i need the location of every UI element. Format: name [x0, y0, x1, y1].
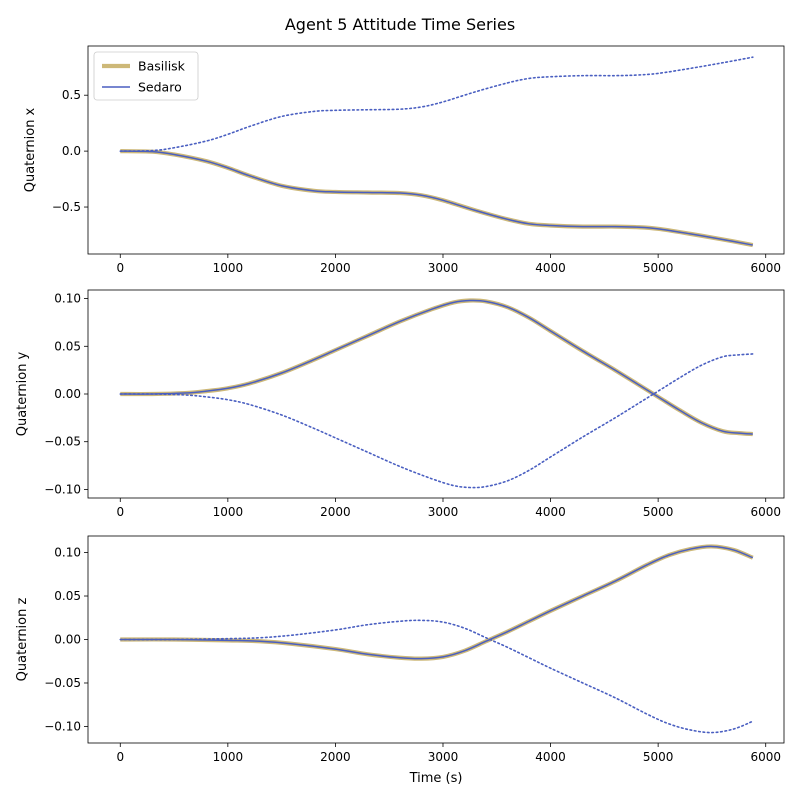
x-tick-label: 0 — [116, 750, 124, 764]
y-axis-label: Quaternion y — [15, 351, 30, 436]
series-group — [119, 544, 754, 734]
legend-label: Basilisk — [138, 59, 186, 74]
y-tick-label: 0.05 — [54, 589, 81, 603]
y-tick-label: 0.00 — [54, 633, 81, 647]
series-line-dotted — [119, 56, 754, 152]
x-tick-label: 3000 — [428, 750, 459, 764]
series-line-dotted — [119, 619, 754, 734]
legend-label: Sedaro — [138, 80, 182, 95]
series-line-sedaro — [120, 299, 753, 435]
y-tick-label: −0.05 — [44, 435, 81, 449]
y-tick-label: −0.10 — [44, 719, 81, 733]
x-tick-label: 4000 — [535, 505, 566, 519]
series-group — [119, 298, 754, 489]
series-line-sedaro — [120, 150, 753, 246]
y-tick-label: 0.10 — [54, 546, 81, 560]
x-tick-label: 6000 — [750, 505, 781, 519]
x-tick-label: 2000 — [320, 261, 351, 275]
axes-frame — [87, 45, 785, 255]
series-line-basilisk — [120, 298, 753, 437]
x-tick-label: 4000 — [535, 261, 566, 275]
x-tick-label: 1000 — [213, 505, 244, 519]
x-tick-label: 2000 — [320, 750, 351, 764]
x-tick-label: 5000 — [643, 261, 674, 275]
series-line-sedaro — [120, 545, 754, 660]
y-tick-label: 0.5 — [62, 88, 81, 102]
x-tick-label: 3000 — [428, 261, 459, 275]
x-tick-label: 0 — [116, 261, 124, 275]
x-tick-label: 6000 — [750, 261, 781, 275]
x-tick-label: 4000 — [535, 750, 566, 764]
series-line-dotted — [119, 353, 754, 489]
chart-title: Agent 5 Attitude Time Series — [285, 15, 515, 34]
x-tick-label: 6000 — [750, 750, 781, 764]
y-tick-label: 0.00 — [54, 387, 81, 401]
x-tick-label: 5000 — [643, 505, 674, 519]
subplot-3: 0 1000 2000 3000 4000 5000 6000 −0.10 −0.05 0.00 0… — [15, 535, 785, 786]
series-line-basilisk — [120, 544, 754, 661]
legend: Basilisk Sedaro — [93, 51, 199, 101]
y-tick-label: 0.05 — [54, 339, 81, 353]
x-tick-label: 5000 — [643, 750, 674, 764]
x-axis-label: Time (s) — [409, 771, 463, 786]
series-group — [119, 56, 754, 248]
y-tick-label: 0.10 — [54, 292, 81, 306]
x-tick-label: 3000 — [428, 505, 459, 519]
subplot-2: 0 1000 2000 3000 4000 5000 6000 −0.10 −0.05 0.00 0… — [15, 289, 785, 519]
y-tick-label: −0.10 — [44, 482, 81, 496]
y-tick-label: 0.0 — [62, 144, 81, 158]
x-tick-label: 0 — [116, 505, 124, 519]
y-axis-label: Quaternion x — [23, 107, 38, 192]
y-tick-label: −0.5 — [52, 200, 81, 214]
x-tick-label: 2000 — [320, 505, 351, 519]
y-tick-label: −0.05 — [44, 676, 81, 690]
subplot-1: 0 1000 2000 3000 4000 5000 6000 −0.5 0.0 0.5 Quate… — [23, 45, 785, 275]
subplots: 0 1000 2000 3000 4000 5000 6000 −0.5 0.0 0.5 Quate… — [15, 45, 785, 786]
x-tick-label: 1000 — [213, 750, 244, 764]
y-axis-label: Quaternion z — [15, 598, 30, 682]
x-tick-label: 1000 — [213, 261, 244, 275]
